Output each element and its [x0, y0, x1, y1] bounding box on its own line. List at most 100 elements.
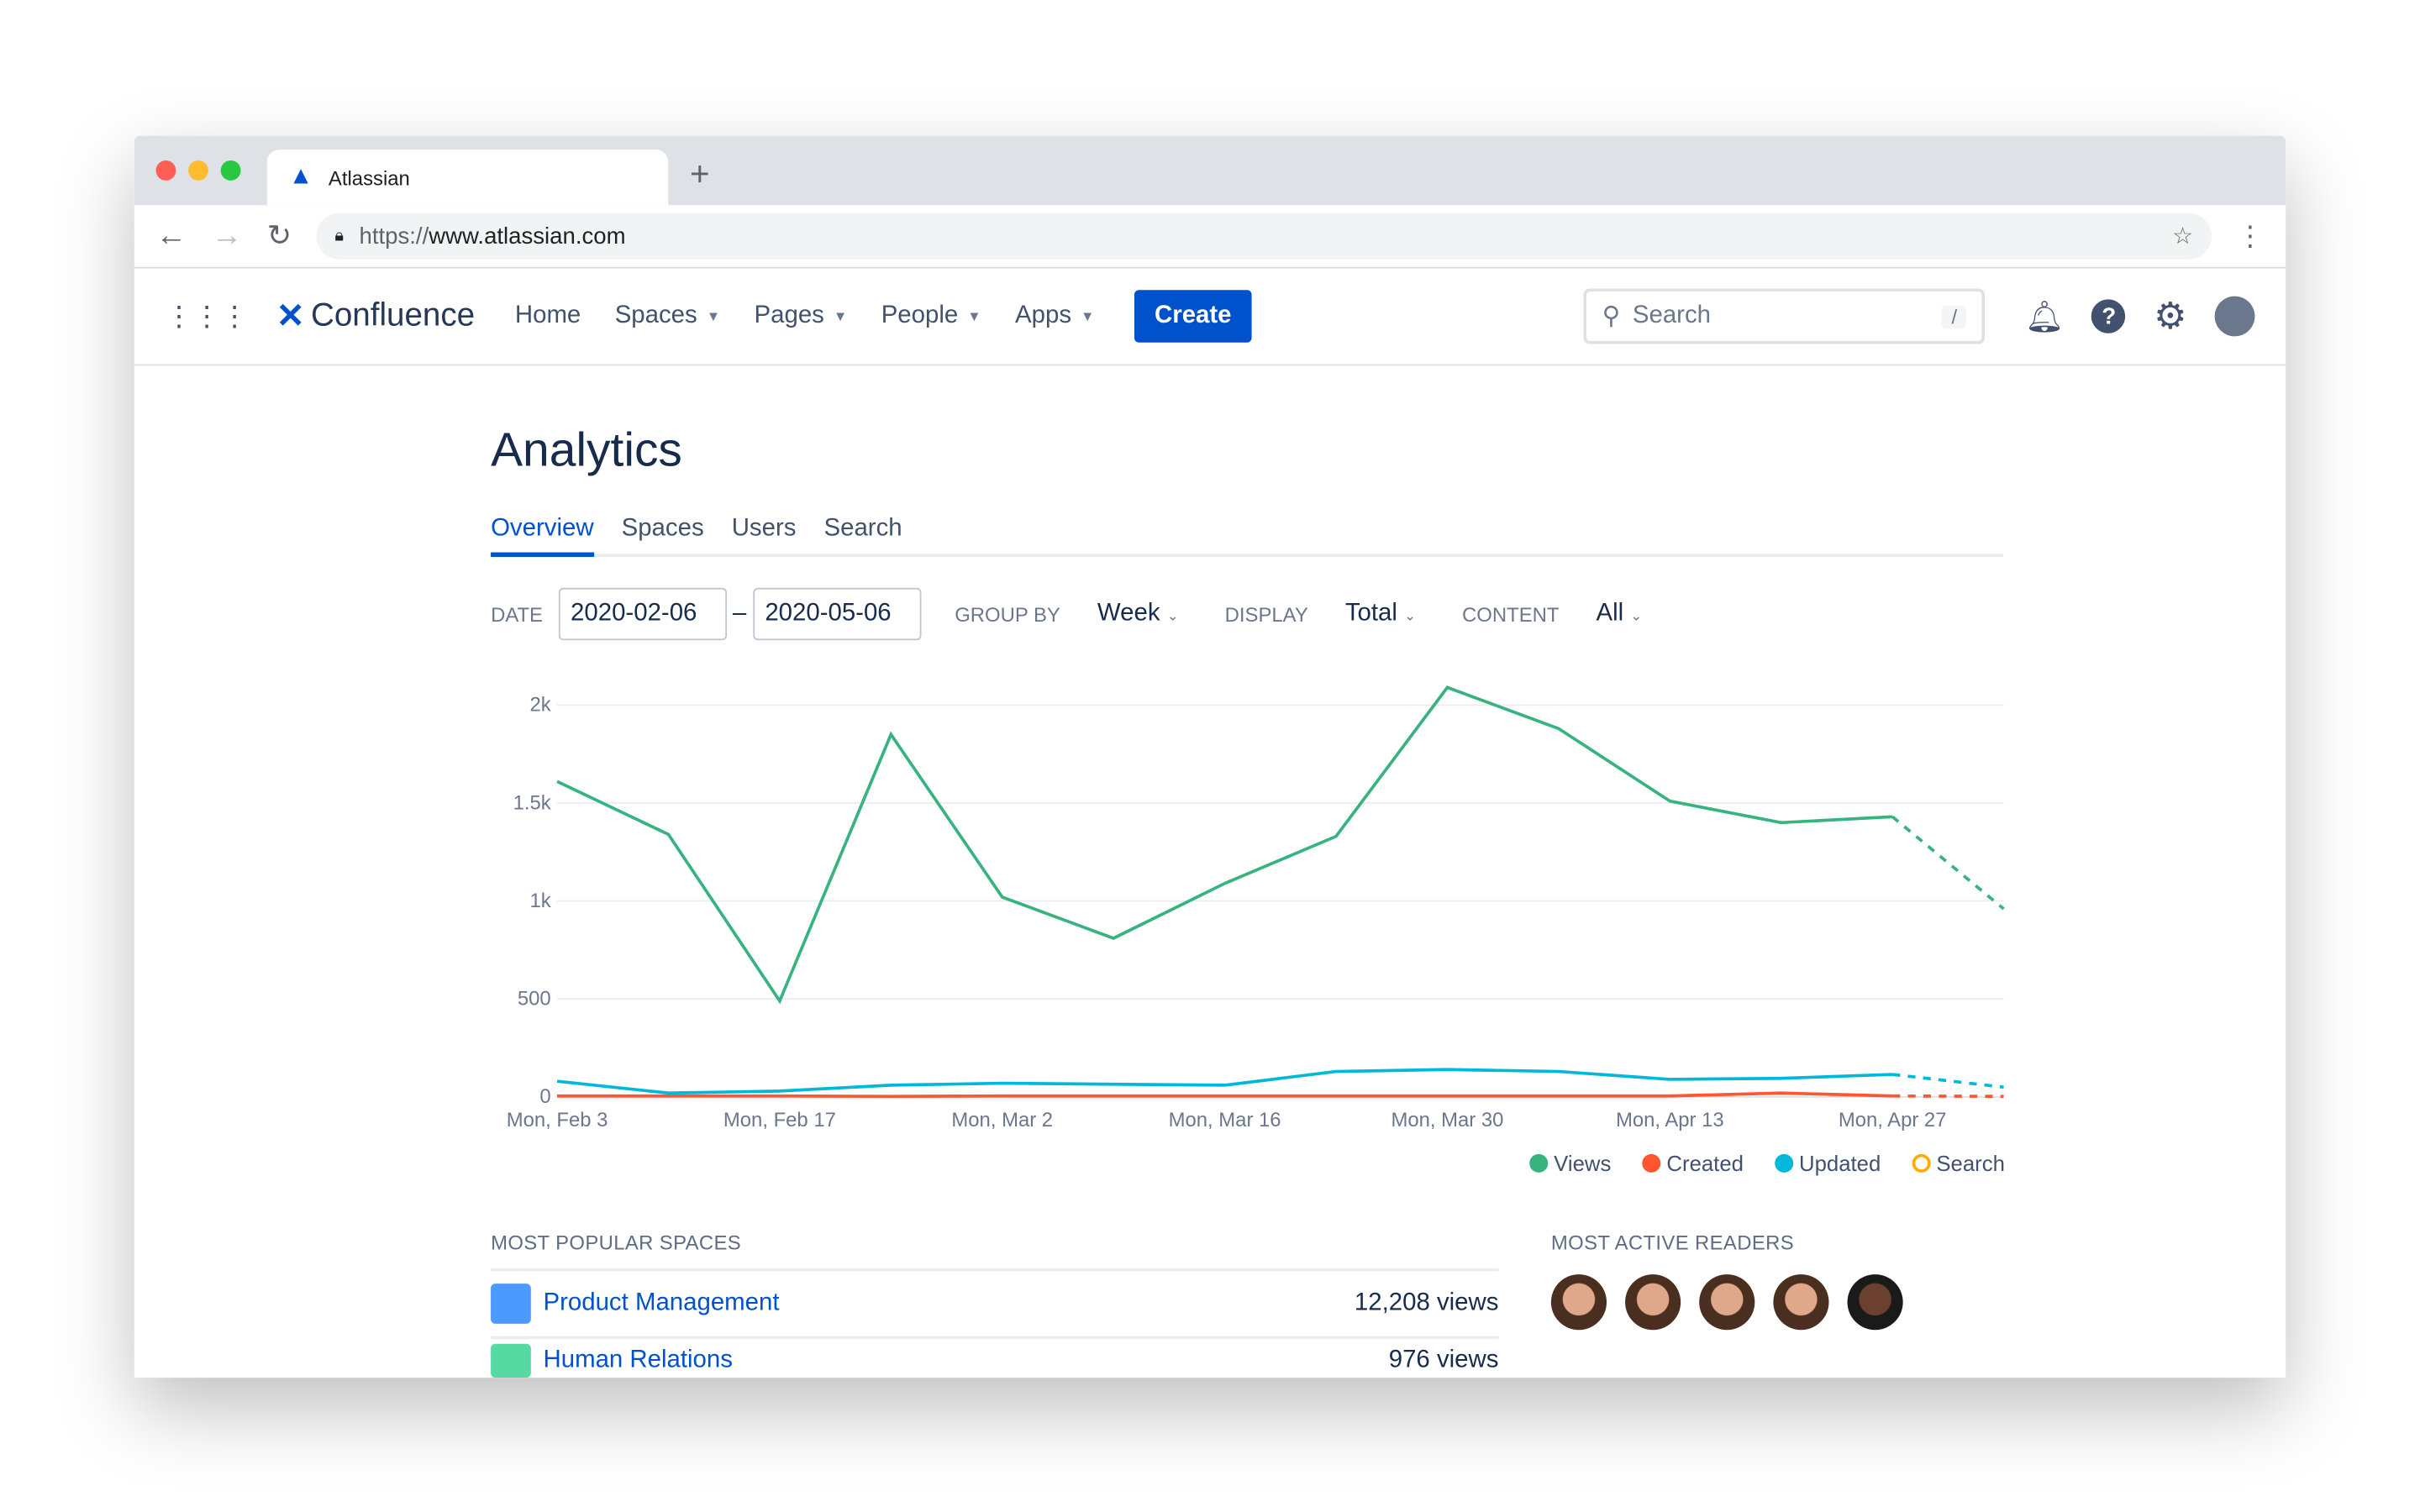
legend-item[interactable]: Created: [1642, 1151, 1744, 1176]
address-bar: ← → ↻ 🔒︎ https://www.atlassian.com ☆ ⋮: [134, 205, 2286, 269]
app-nav: ⋮⋮⋮ ✕ Confluence Home Spaces ▼ Pages ▼ Peop…: [134, 269, 2286, 366]
chevron-down-icon: ▼: [1081, 308, 1095, 324]
tab-users[interactable]: Users: [731, 515, 797, 542]
back-icon[interactable]: ←: [155, 218, 187, 253]
x-tick-label: Mon, Mar 30: [1391, 1109, 1503, 1131]
browser-window: ▲ Atlassian + ← → ↻ 🔒︎ https://www.atlassi…: [134, 135, 2286, 1378]
legend-label: Views: [1554, 1151, 1612, 1176]
url-host: www.atlassian.com: [429, 223, 626, 249]
y-tick-label: 2k: [529, 694, 550, 717]
app-switcher-icon[interactable]: ⋮⋮⋮: [165, 300, 249, 331]
x-tick-label: Mon, Apr 27: [1839, 1109, 1947, 1131]
nav-spaces[interactable]: Spaces ▼: [615, 302, 720, 330]
chevron-down-icon: ⌄: [1166, 607, 1179, 624]
table-row: Product Management 12,208 views: [491, 1268, 1498, 1336]
nav-apps[interactable]: Apps ▼: [1015, 302, 1094, 330]
chevron-down-icon: ⌄: [1404, 607, 1416, 624]
tab-search[interactable]: Search: [823, 515, 902, 542]
space-views: 976 views: [1388, 1347, 1499, 1373]
series-partial-updated: [1891, 1073, 2004, 1089]
active-readers-title: MOST ACTIVE READERS: [1550, 1231, 1795, 1255]
chart-legend: Views Created Updated Search: [1528, 1151, 2005, 1176]
display-select[interactable]: Total ⌄: [1345, 600, 1416, 627]
avatar[interactable]: [1773, 1274, 1829, 1331]
tab-bar: ▲ Atlassian +: [134, 135, 2286, 206]
space-link[interactable]: Human Relations: [543, 1347, 733, 1373]
date-label: DATE: [491, 602, 544, 626]
minimize-window-button[interactable]: [188, 160, 208, 181]
space-icon: [491, 1343, 531, 1378]
space-link[interactable]: Product Management: [543, 1289, 780, 1316]
avatar[interactable]: [1847, 1274, 1903, 1331]
legend-swatch: [1912, 1153, 1931, 1173]
nav-pages[interactable]: Pages ▼: [755, 302, 848, 330]
avatar[interactable]: [1699, 1274, 1755, 1331]
date-from-field[interactable]: 2020-02-06: [558, 587, 727, 641]
tab-title: Atlassian: [328, 165, 410, 189]
main-content: Analytics Overview Spaces Users Search D…: [491, 423, 2005, 1378]
nav-people[interactable]: People ▼: [881, 302, 981, 330]
new-tab-button[interactable]: +: [690, 154, 710, 193]
group-by-value: Week: [1097, 600, 1160, 627]
legend-label: Search: [1936, 1151, 2005, 1176]
avatar[interactable]: [2214, 296, 2255, 337]
legend-item[interactable]: Updated: [1774, 1151, 1881, 1176]
maximize-window-button[interactable]: [220, 160, 241, 181]
table-row: Human Relations 976 views: [491, 1336, 1498, 1378]
content-label: CONTENT: [1462, 602, 1560, 626]
content-select[interactable]: All ⌄: [1597, 600, 1643, 627]
group-by-select[interactable]: Week ⌄: [1097, 600, 1179, 627]
y-tick-label: 500: [518, 988, 551, 1011]
page-title: Analytics: [491, 423, 682, 477]
x-tick-label: Mon, Mar 16: [1169, 1109, 1281, 1131]
legend-swatch: [1642, 1153, 1661, 1173]
legend-swatch: [1528, 1153, 1548, 1173]
create-button[interactable]: Create: [1134, 290, 1252, 343]
avatar[interactable]: [1625, 1274, 1681, 1331]
confluence-logo[interactable]: ✕ Confluence: [276, 297, 475, 337]
atlassian-logo-icon: ▲: [288, 163, 313, 190]
analytics-chart: 0 500 1k 1.5k 2k Mon, Feb 3 Mon, Feb 17 Mon, Ma…: [507, 685, 2005, 1131]
gear-icon[interactable]: ⚙: [2154, 295, 2187, 338]
date-to-field[interactable]: 2020-05-06: [752, 587, 921, 641]
series-line-views: [556, 685, 1893, 1005]
star-icon[interactable]: ☆: [2172, 223, 2193, 250]
popular-spaces-title: MOST POPULAR SPACES: [491, 1231, 742, 1255]
series-line-created: [557, 1091, 1893, 1099]
search-input[interactable]: ⚲ Search /: [1583, 288, 1986, 344]
confluence-logo-icon: ✕: [276, 296, 305, 335]
nav-home[interactable]: Home: [515, 302, 581, 330]
series-line-updated: [556, 1068, 1893, 1095]
nav-label: Spaces: [614, 302, 697, 329]
browser-menu-icon[interactable]: ⋮: [2236, 219, 2265, 251]
reload-icon[interactable]: ↻: [266, 219, 292, 253]
product-name: Confluence: [310, 297, 476, 333]
legend-label: Updated: [1799, 1151, 1881, 1176]
date-separator: –: [732, 600, 747, 627]
nav-label: Apps: [1015, 302, 1072, 329]
chevron-down-icon: ▼: [967, 308, 981, 324]
nav-label: People: [881, 302, 959, 329]
space-views: 12,208 views: [1354, 1289, 1499, 1316]
browser-tab[interactable]: ▲ Atlassian: [266, 150, 669, 206]
legend-item[interactable]: Views: [1528, 1151, 1612, 1176]
forward-icon[interactable]: →: [211, 218, 243, 253]
legend-swatch: [1774, 1153, 1793, 1173]
legend-item[interactable]: Search: [1912, 1151, 2005, 1176]
avatar[interactable]: [1550, 1274, 1607, 1331]
close-window-button[interactable]: [155, 160, 176, 181]
legend-label: Created: [1666, 1151, 1744, 1176]
analytics-tabs: Overview Spaces Users Search: [491, 515, 2004, 558]
url-field[interactable]: 🔒︎ https://www.atlassian.com ☆: [316, 213, 2212, 260]
chevron-down-icon: ▼: [833, 308, 848, 324]
bell-icon[interactable]: 🔔︎: [2024, 300, 2065, 334]
tab-spaces[interactable]: Spaces: [621, 515, 704, 542]
y-tick-label: 0: [539, 1085, 550, 1108]
search-placeholder: Search: [1632, 302, 1712, 329]
lock-icon: 🔒︎: [334, 226, 345, 245]
x-tick-label: Mon, Feb 17: [723, 1109, 836, 1131]
help-icon[interactable]: ?: [2091, 299, 2127, 333]
y-tick-label: 1.5k: [513, 791, 551, 814]
tab-overview[interactable]: Overview: [491, 515, 594, 558]
search-shortcut: /: [1942, 304, 1967, 328]
